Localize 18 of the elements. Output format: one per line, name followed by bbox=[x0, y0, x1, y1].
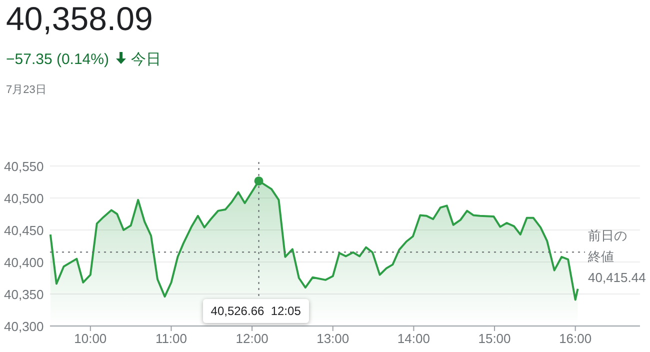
y-tick-label: 40,350 bbox=[4, 287, 44, 302]
x-tick-label: 11:00 bbox=[155, 331, 188, 346]
text: −57.35 (0.14%) 今日 bbox=[6, 51, 161, 68]
text: 7月23日 bbox=[6, 83, 46, 97]
ref-line-label: 前日の終値 40,415.44 bbox=[588, 227, 646, 288]
x-tick-label: 16:00 bbox=[559, 331, 592, 346]
x-tick-label: 13:00 bbox=[316, 331, 350, 346]
y-tick-label: 40,450 bbox=[4, 223, 44, 238]
chart-title: 40,358.09 bbox=[6, 0, 153, 38]
ref-line-label: 40,526.66 12:05 bbox=[202, 299, 309, 323]
x-tick-label: 15:00 bbox=[478, 331, 511, 346]
y-tick-label: 40,400 bbox=[4, 255, 44, 270]
x-tick-label: 12:00 bbox=[236, 331, 268, 346]
y-tick-label: 40,500 bbox=[4, 191, 44, 206]
x-tick-label: 10:00 bbox=[74, 331, 107, 346]
y-tick-label: 40,550 bbox=[4, 159, 44, 174]
x-tick-label: 14:00 bbox=[397, 331, 430, 346]
y-tick-label: 40,300 bbox=[4, 319, 44, 334]
